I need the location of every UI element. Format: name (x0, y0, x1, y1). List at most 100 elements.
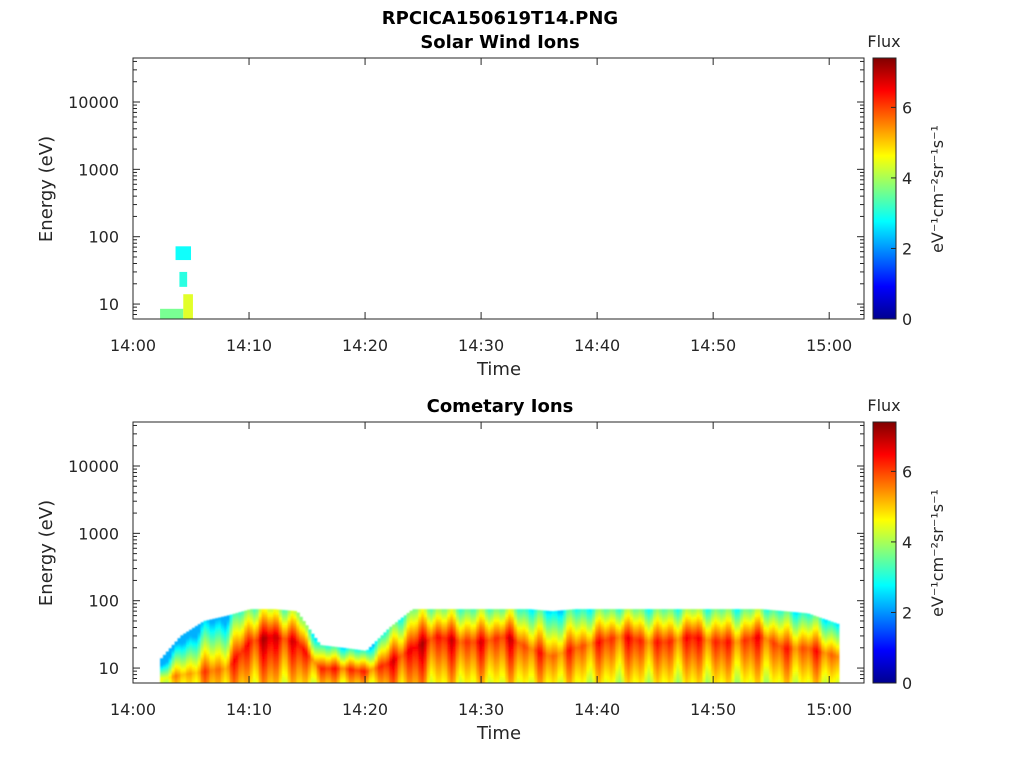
flux-cell (325, 676, 329, 679)
flux-cell (424, 670, 428, 674)
flux-cell (168, 660, 173, 663)
flux-cell (519, 680, 524, 683)
flux-cell (186, 664, 190, 667)
flux-cell (519, 631, 524, 635)
flux-cell (299, 656, 303, 660)
flux-cell (516, 680, 521, 683)
flux-cell (505, 631, 509, 635)
flux-cell (206, 659, 210, 663)
flux-cell (598, 643, 602, 647)
flux-cell (609, 616, 614, 620)
flux-cell (261, 616, 266, 620)
flux-cell (534, 675, 538, 679)
flux-cell (447, 628, 451, 632)
flux-cell (235, 652, 239, 656)
flux-cell (444, 611, 448, 615)
flux-cell (162, 672, 167, 675)
flux-cell (406, 612, 411, 616)
flux-cell (418, 658, 422, 662)
flux-cell (165, 673, 170, 676)
flux-cell (566, 648, 570, 652)
flux-cell (177, 675, 181, 678)
flux-cell (435, 614, 440, 618)
flux-cell (461, 623, 466, 627)
flux-cell (609, 621, 614, 625)
flux-cell (366, 671, 370, 674)
flux-cell (296, 631, 300, 635)
flux-cell (171, 669, 176, 671)
flux-cell (371, 654, 376, 657)
flux-cell (366, 673, 370, 675)
flux-cell (490, 609, 495, 613)
flux-cell (194, 633, 199, 636)
flux-cell (273, 646, 277, 650)
flux-cell (247, 634, 251, 638)
flux-cell (293, 613, 298, 617)
flux-cell (534, 646, 538, 650)
flux-cell (310, 658, 315, 661)
flux-cell (284, 670, 289, 674)
flux-cell (569, 668, 573, 672)
flux-cell (490, 660, 495, 664)
flux-cell (392, 677, 396, 680)
flux-cell (534, 614, 538, 618)
flux-cell (528, 621, 532, 625)
flux-cell (502, 663, 506, 667)
flux-cell (586, 646, 590, 650)
flux-cell (203, 635, 208, 638)
flux-cell (206, 636, 210, 640)
flux-cell (603, 646, 608, 650)
flux-cell (183, 643, 187, 646)
flux-cell (305, 663, 309, 667)
flux-cell (537, 636, 541, 640)
flux-cell (305, 638, 309, 642)
flux-cell (296, 666, 300, 670)
flux-cell (345, 649, 350, 652)
flux-cell (557, 625, 561, 628)
flux-cell (453, 616, 457, 620)
flux-cell (554, 661, 559, 665)
flux-cell (519, 650, 524, 654)
flux-cell (534, 658, 538, 662)
flux-cell (339, 677, 344, 679)
flux-cell (615, 663, 619, 667)
flux-cell (542, 680, 547, 683)
flux-cell (592, 663, 596, 667)
flux-cell (453, 618, 457, 622)
flux-cell (482, 655, 486, 659)
flux-cell (180, 648, 184, 651)
flux-cell (580, 660, 585, 664)
flux-cell (438, 660, 443, 664)
flux-cell (511, 636, 515, 640)
flux-cell (519, 675, 524, 679)
flux-cell (534, 665, 538, 669)
flux-cell (589, 636, 593, 640)
flux-cell (383, 632, 387, 635)
flux-cell (624, 663, 628, 667)
flux-cell (606, 678, 611, 682)
flux-cell (537, 648, 541, 652)
flux-cell (403, 644, 408, 648)
flux-cell (287, 653, 292, 657)
flux-cell (545, 634, 550, 638)
flux-cell (557, 651, 561, 655)
flux-cell (598, 675, 602, 679)
flux-cell (238, 614, 242, 618)
flux-cell (325, 679, 329, 682)
flux-cell (458, 650, 463, 654)
flux-cell (180, 644, 184, 647)
flux-cell (545, 639, 550, 643)
flux-cell (252, 668, 257, 672)
flux-cell (513, 660, 518, 664)
flux-cell (438, 678, 443, 682)
flux-cell (238, 631, 242, 634)
flux-cell (592, 650, 596, 654)
flux-cell (615, 673, 619, 677)
flux-cell (589, 670, 593, 674)
flux-cell (209, 627, 213, 631)
flux-cell (310, 655, 315, 658)
flux-cell (531, 636, 535, 640)
flux-cell (609, 643, 614, 647)
flux-cell (519, 663, 524, 667)
flux-cell (397, 674, 402, 678)
